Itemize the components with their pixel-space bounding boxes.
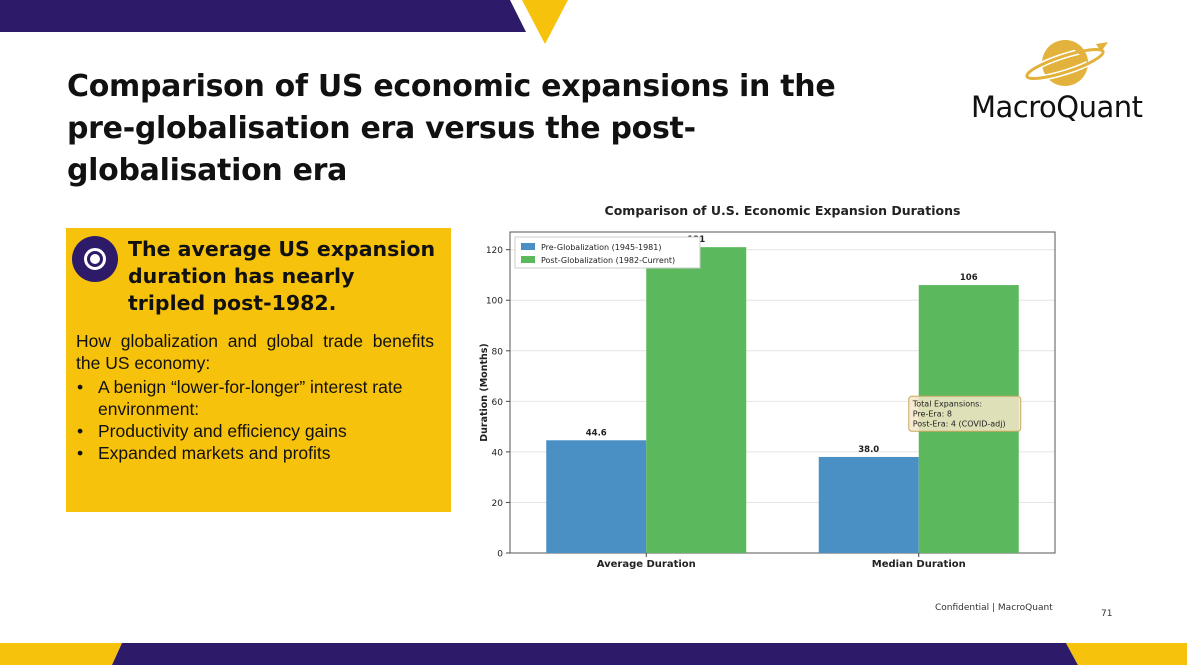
annotation-box <box>908 395 1022 432</box>
legend-box <box>514 236 701 269</box>
bar <box>646 247 747 554</box>
annotation-line: Post-Era: 4 (COVID-adj) <box>913 419 1006 428</box>
callout-headline: The average US expansion duration has ne… <box>128 237 436 315</box>
bar-value-label: 106 <box>960 273 978 283</box>
chart-title: Comparison of U.S. Economic Expansion Du… <box>605 203 961 218</box>
bar <box>546 440 647 553</box>
bar <box>818 456 919 553</box>
slide-title: Comparison of US economic expansions in … <box>67 69 836 188</box>
annotation-line: Pre-Era: 8 <box>913 409 952 418</box>
bottom-decorative-band <box>0 643 1187 665</box>
bottom-gold-right <box>1066 643 1187 665</box>
bottom-gold-left <box>0 643 122 665</box>
bar-value-label: 38.0 <box>858 445 879 455</box>
planet-logo-icon <box>1023 40 1108 86</box>
y-tick-label: 80 <box>492 347 504 357</box>
benefits-list: A benign “lower-for-longer” interest rat… <box>76 376 434 464</box>
plot-frame <box>509 231 1056 554</box>
page-number: 71 <box>1101 609 1113 619</box>
list-item: A benign “lower-for-longer” interest rat… <box>76 376 434 420</box>
list-item: Expanded markets and profits <box>76 442 434 464</box>
top-navy-stripe <box>0 0 526 32</box>
y-axis-label: Duration (Months) <box>479 343 490 442</box>
legend-label: Post-Globalization (1982-Current) <box>541 256 675 265</box>
brand-logo: MacroQuant <box>968 38 1168 128</box>
top-decorative-band <box>0 0 568 44</box>
y-tick-label: 0 <box>497 550 503 560</box>
legend-swatch <box>521 256 535 263</box>
annotation-line: Total Expansions: <box>912 399 982 408</box>
legend-swatch <box>521 243 535 250</box>
footer-confidential: Confidential | MacroQuant <box>935 603 1053 613</box>
target-circle-icon <box>72 236 118 282</box>
top-gold-triangle <box>522 0 568 44</box>
legend-label: Pre-Globalization (1945-1981) <box>541 243 661 252</box>
callout-intro: How globalization and global trade benef… <box>76 331 434 373</box>
y-tick-label: 100 <box>486 297 503 307</box>
x-tick-label: Median Duration <box>872 559 966 570</box>
key-insight-callout: The average US expansion duration has ne… <box>66 228 451 512</box>
bar-value-label: 44.6 <box>586 428 607 438</box>
y-tick-label: 20 <box>492 499 504 509</box>
bottom-navy-stripe <box>112 643 1078 665</box>
y-tick-label: 60 <box>492 398 504 408</box>
brand-name: MacroQuant <box>971 90 1143 124</box>
list-item: Productivity and efficiency gains <box>76 420 434 442</box>
expansion-duration-chart: Comparison of U.S. Economic Expansion Du… <box>479 203 1056 570</box>
y-tick-label: 40 <box>492 448 504 458</box>
callout-body: How globalization and global trade benef… <box>76 330 434 464</box>
y-tick-label: 120 <box>486 246 503 256</box>
x-tick-label: Average Duration <box>597 559 696 570</box>
